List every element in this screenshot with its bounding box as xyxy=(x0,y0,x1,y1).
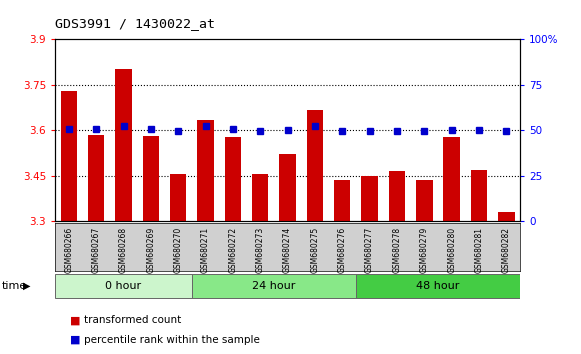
Bar xyxy=(356,274,520,298)
Text: GDS3991 / 1430022_at: GDS3991 / 1430022_at xyxy=(55,17,215,30)
Bar xyxy=(198,120,214,221)
Bar xyxy=(416,180,432,221)
Text: GSM680276: GSM680276 xyxy=(338,227,347,273)
Text: GSM680269: GSM680269 xyxy=(146,227,155,273)
Bar xyxy=(143,136,159,221)
Text: GSM680272: GSM680272 xyxy=(228,227,238,273)
Text: ■: ■ xyxy=(70,335,80,345)
Text: GSM680280: GSM680280 xyxy=(447,227,456,273)
Bar xyxy=(498,212,515,221)
Text: GSM680270: GSM680270 xyxy=(174,227,183,273)
Bar xyxy=(389,171,405,221)
Bar xyxy=(170,174,187,221)
Text: percentile rank within the sample: percentile rank within the sample xyxy=(84,335,260,345)
Text: 48 hour: 48 hour xyxy=(416,281,460,291)
Bar xyxy=(471,170,487,221)
Text: 0 hour: 0 hour xyxy=(106,281,142,291)
Text: ▶: ▶ xyxy=(23,281,31,291)
Bar xyxy=(443,137,460,221)
Text: 24 hour: 24 hour xyxy=(252,281,296,291)
Bar xyxy=(192,274,356,298)
Bar xyxy=(225,137,241,221)
Text: GSM680268: GSM680268 xyxy=(119,227,128,273)
Bar xyxy=(334,180,350,221)
Bar xyxy=(307,110,323,221)
Text: GSM680278: GSM680278 xyxy=(392,227,401,273)
Bar xyxy=(60,91,77,221)
Bar xyxy=(55,274,192,298)
Text: time: time xyxy=(2,281,27,291)
Text: GSM680266: GSM680266 xyxy=(64,227,73,273)
Text: GSM680282: GSM680282 xyxy=(502,227,511,273)
Text: GSM680281: GSM680281 xyxy=(475,227,483,273)
Text: GSM680274: GSM680274 xyxy=(283,227,292,273)
Text: GSM680271: GSM680271 xyxy=(201,227,210,273)
Text: GSM680273: GSM680273 xyxy=(256,227,265,273)
Text: GSM680279: GSM680279 xyxy=(420,227,429,273)
Text: GSM680275: GSM680275 xyxy=(310,227,320,273)
Bar xyxy=(252,174,268,221)
Bar xyxy=(116,69,132,221)
Text: transformed count: transformed count xyxy=(84,315,181,325)
Bar xyxy=(88,135,105,221)
Text: GSM680277: GSM680277 xyxy=(365,227,374,273)
Text: GSM680267: GSM680267 xyxy=(92,227,101,273)
Text: ■: ■ xyxy=(70,315,80,325)
Bar xyxy=(279,154,296,221)
Bar xyxy=(361,176,378,221)
